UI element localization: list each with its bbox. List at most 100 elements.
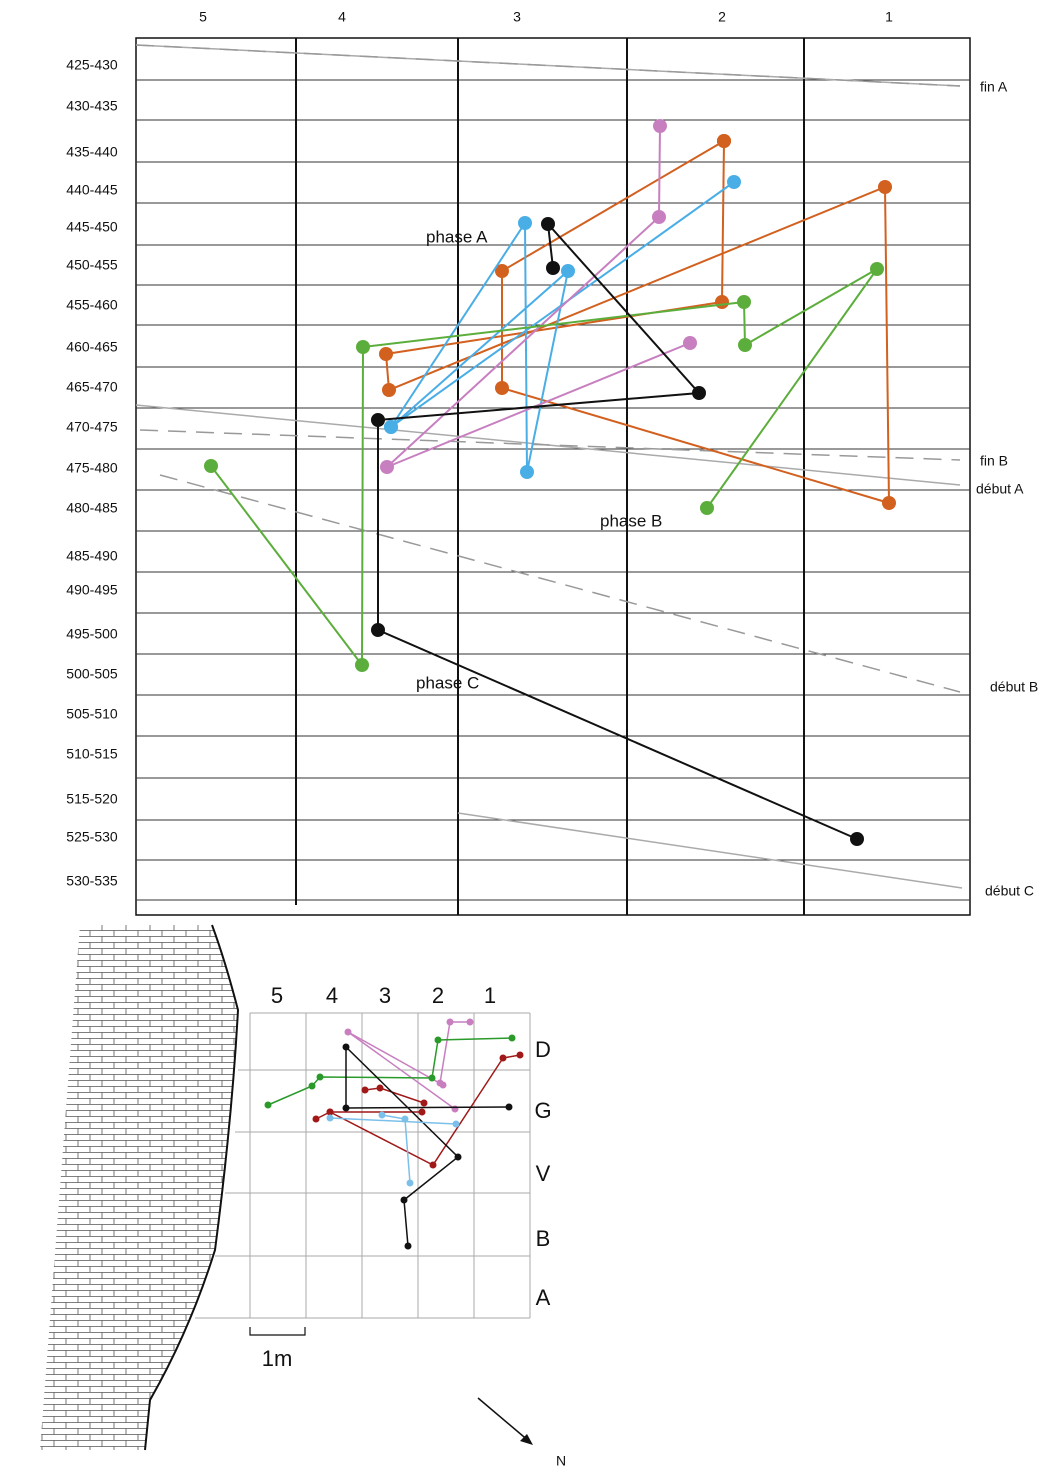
- north-arrow-head: [520, 1434, 533, 1445]
- plan-refit-point: [429, 1161, 437, 1169]
- north-label: N: [556, 1453, 566, 1469]
- plan-refit-point: [452, 1120, 460, 1128]
- scale-label: 1m: [262, 1346, 293, 1371]
- refit-point: [727, 175, 741, 189]
- plan-refit-line: [267, 1037, 513, 1106]
- plan-refit-point: [466, 1018, 474, 1026]
- column-label: 4: [338, 9, 346, 25]
- row-label: 445-450: [66, 219, 118, 235]
- plan-column-label: 2: [432, 983, 444, 1008]
- refit-point: [653, 119, 667, 133]
- plan-refit-point: [344, 1028, 352, 1036]
- refit-point: [384, 420, 398, 434]
- plan-refit-point: [361, 1086, 369, 1094]
- row-label: 450-455: [66, 257, 118, 273]
- refit-line: [377, 220, 858, 840]
- refit-line: [390, 181, 735, 473]
- plan-refit-point: [454, 1153, 462, 1161]
- row-label: 490-495: [66, 582, 118, 598]
- phase-label: phase B: [600, 511, 662, 530]
- refit-point: [382, 383, 396, 397]
- plan-refit-point: [326, 1114, 334, 1122]
- row-label: 495-500: [66, 626, 118, 642]
- plan-refit-point: [436, 1079, 444, 1087]
- plan-refit-line: [329, 1054, 521, 1166]
- column-label: 3: [513, 9, 521, 25]
- refit-point: [495, 381, 509, 395]
- refit-point: [652, 210, 666, 224]
- row-label: 500-505: [66, 666, 118, 682]
- refit-point: [870, 262, 884, 276]
- profile: [135, 37, 971, 916]
- scale-bar: [249, 1327, 306, 1336]
- refit-point: [546, 261, 560, 275]
- north-arrow: [477, 1397, 531, 1443]
- refit-point: [561, 264, 575, 278]
- refit-point: [520, 465, 534, 479]
- row-label: 530-535: [66, 873, 118, 889]
- refit-point: [882, 496, 896, 510]
- row-label: 470-475: [66, 419, 118, 435]
- plan-column-label: 1: [484, 983, 496, 1008]
- plan-grid: [195, 1012, 531, 1319]
- row-label: 485-490: [66, 548, 118, 564]
- refit-point: [692, 386, 706, 400]
- plan-refit-point: [264, 1101, 272, 1109]
- plan-refit-point: [446, 1018, 454, 1026]
- refit-point: [737, 295, 751, 309]
- refit-point: [738, 338, 752, 352]
- wall-edge: [144, 924, 240, 1451]
- plan-row-label: B: [536, 1226, 551, 1251]
- plan-refit-point: [499, 1054, 507, 1062]
- row-label: 515-520: [66, 791, 118, 807]
- row-label: 505-510: [66, 706, 118, 722]
- plan-refit-point: [316, 1073, 324, 1081]
- horizon-label: fin B: [980, 453, 1008, 469]
- plan-refit-point: [400, 1196, 408, 1204]
- plan-refit-point: [434, 1036, 442, 1044]
- refit-point: [356, 340, 370, 354]
- plan-refit-point: [404, 1242, 412, 1250]
- phase-label: phase A: [426, 227, 488, 246]
- row-label: 475-480: [66, 460, 118, 476]
- plan-refit-point: [378, 1111, 386, 1119]
- plan-refit-point: [406, 1179, 414, 1187]
- row-label: 525-530: [66, 829, 118, 845]
- plan-column-label: 5: [271, 983, 283, 1008]
- refit-point: [371, 623, 385, 637]
- row-label: 440-445: [66, 182, 118, 198]
- plan-refit-line: [329, 1117, 457, 1125]
- horizon-label: début B: [990, 679, 1038, 695]
- refit-point: [495, 264, 509, 278]
- plan-refit-point: [326, 1108, 334, 1116]
- refit-point: [700, 501, 714, 515]
- plan-refit-point: [401, 1115, 409, 1123]
- plan-row-label: V: [536, 1161, 551, 1186]
- plan-refit-point: [312, 1115, 320, 1123]
- frame: [135, 37, 971, 916]
- refit-point: [715, 295, 729, 309]
- refit-point: [355, 658, 369, 672]
- refit-point: [878, 180, 892, 194]
- plan-refit-line: [381, 1114, 411, 1184]
- plan-refit-point: [420, 1099, 428, 1107]
- row-label: 435-440: [66, 144, 118, 160]
- plan-refit-point: [418, 1108, 426, 1116]
- column-lines: [295, 38, 805, 915]
- horizon-lines: [135, 44, 963, 889]
- plan-refit-point: [342, 1104, 350, 1112]
- annotations: fin A fin B début A début B début C phas…: [416, 79, 1038, 899]
- plan-refit-point: [505, 1103, 513, 1111]
- refit-point: [518, 216, 532, 230]
- refit-point: [204, 459, 218, 473]
- row-label: 455-460: [66, 297, 118, 313]
- horizon-label: début A: [976, 481, 1024, 497]
- row-label: 510-515: [66, 746, 118, 762]
- refit-point: [717, 134, 731, 148]
- plan-row-label: G: [534, 1098, 551, 1123]
- refit-point: [380, 460, 394, 474]
- refit-point: [683, 336, 697, 350]
- horizon-label: fin A: [980, 79, 1008, 95]
- plan: 1m N: [40, 924, 566, 1469]
